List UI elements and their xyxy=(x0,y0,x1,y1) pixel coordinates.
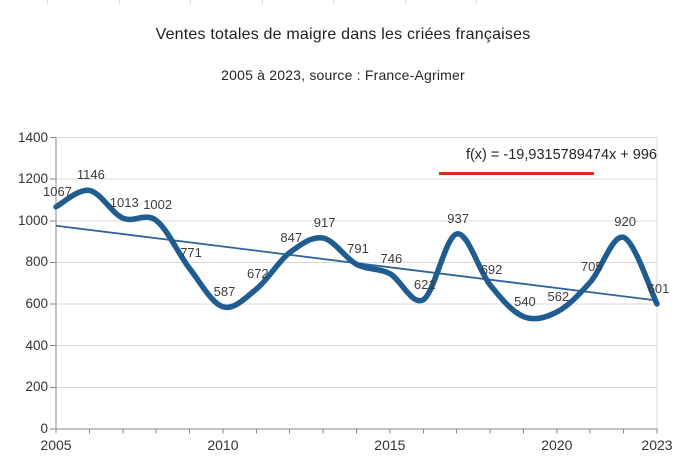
data-label: 672 xyxy=(246,266,269,282)
x-axis-tick-label: 2015 xyxy=(374,437,406,453)
y-axis-tick-label: 600 xyxy=(25,296,48,312)
data-label: 1146 xyxy=(76,167,105,183)
data-label: 920 xyxy=(614,214,636,230)
y-axis-tick-label: 200 xyxy=(25,379,48,395)
data-label: 771 xyxy=(180,245,202,261)
data-label: 1002 xyxy=(143,197,173,213)
x-axis-tick-label: 2005 xyxy=(40,437,72,453)
cropped-tick-mark xyxy=(190,0,191,4)
data-label: 1013 xyxy=(109,195,139,211)
data-label: 540 xyxy=(514,293,536,309)
data-label: 621 xyxy=(413,276,436,292)
x-axis-tick-label: 2023 xyxy=(641,437,673,453)
chart-title: Ventes totales de maigre dans les criées… xyxy=(155,26,531,43)
data-label: 705 xyxy=(580,259,603,275)
data-label: 601 xyxy=(647,280,670,296)
y-axis-tick-label: 1400 xyxy=(17,129,48,145)
y-axis-tick-label: 400 xyxy=(25,337,48,353)
data-label: 562 xyxy=(547,288,570,304)
equation-red-underline xyxy=(439,172,594,175)
data-label: 1067 xyxy=(43,183,72,199)
data-label: 917 xyxy=(313,215,336,231)
data-label: 587 xyxy=(213,283,236,299)
data-label: 937 xyxy=(447,210,470,226)
y-axis-tick-label: 0 xyxy=(40,421,48,436)
cropped-tick-mark xyxy=(404,0,406,4)
y-axis-tick-label: 1000 xyxy=(17,212,48,228)
x-axis-tick-label: 2010 xyxy=(207,437,239,453)
chart-subtitle: 2005 à 2023, source : France-Agrimer xyxy=(221,67,465,83)
data-label: 692 xyxy=(480,261,503,277)
cropped-tick-mark xyxy=(47,0,48,4)
x-axis-tick-label: 2020 xyxy=(541,437,573,453)
y-axis-tick-label: 800 xyxy=(25,254,48,270)
data-label: 746 xyxy=(380,250,403,266)
trendline-equation-label: f(x) = -19,9315789474x + 996 xyxy=(465,147,657,163)
sales-curve xyxy=(53,187,660,322)
data-label: 847 xyxy=(280,229,303,245)
cropped-tick-mark xyxy=(261,0,263,4)
y-axis-tick-label: 1200 xyxy=(17,171,48,187)
cropped-tick-mark xyxy=(333,0,334,4)
cropped-tick-mark xyxy=(118,0,120,4)
data-label: 791 xyxy=(347,241,369,257)
cropped-tick-mark xyxy=(476,0,477,4)
